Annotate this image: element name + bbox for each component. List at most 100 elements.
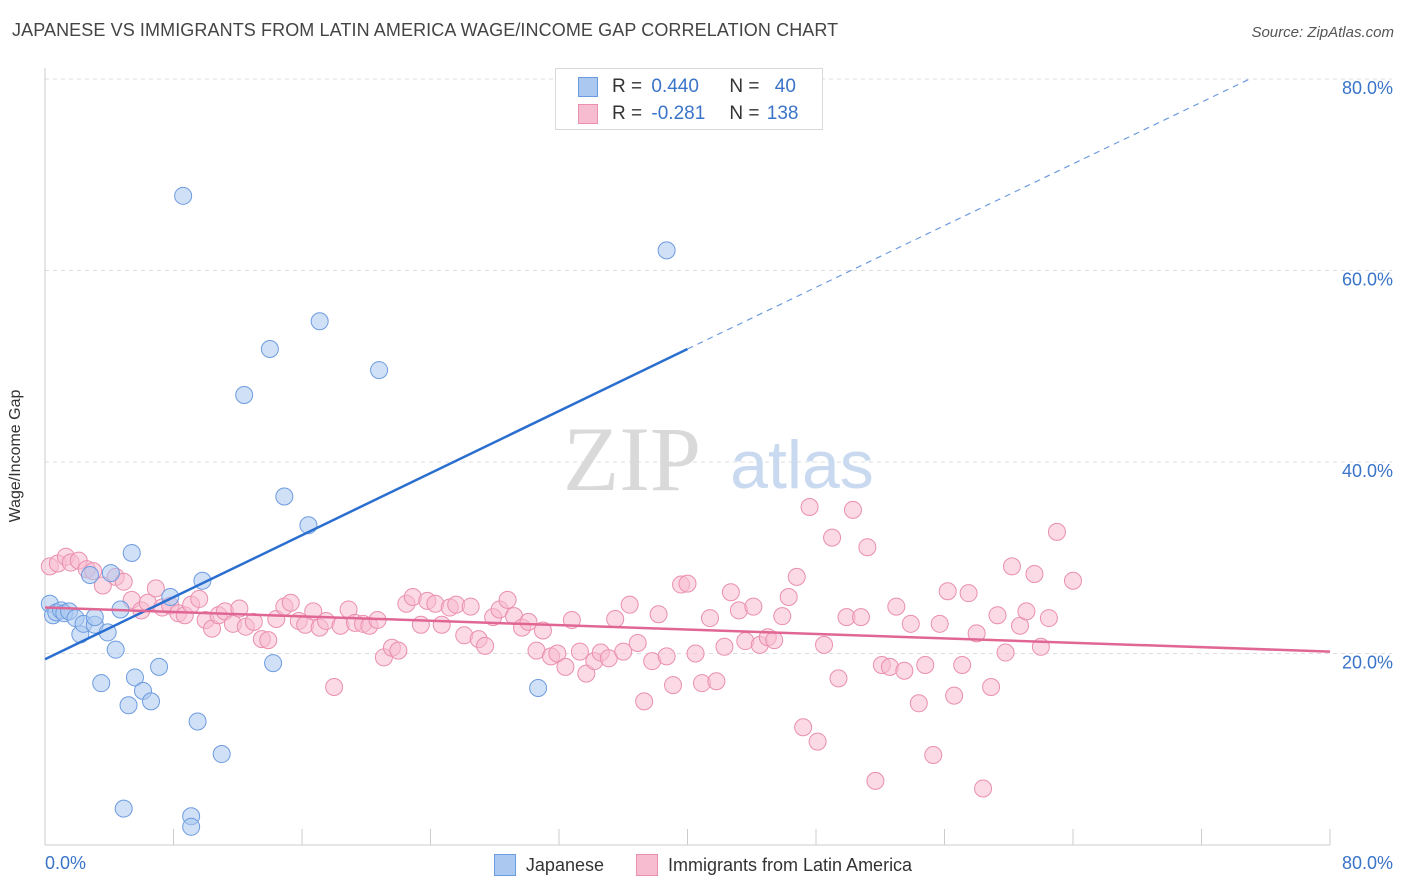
watermark-atlas: atlas [730, 427, 874, 503]
japanese-swatch [578, 77, 598, 97]
latin-america-point [787, 567, 806, 586]
latin-america-point [829, 669, 848, 688]
latin-america-point [190, 589, 209, 608]
latin-america-point [916, 655, 935, 674]
latin-america-point [815, 635, 834, 654]
japanese-point [529, 678, 548, 697]
latin-america-point [556, 657, 575, 676]
latin-america-point [664, 676, 683, 695]
japanese-point [275, 487, 294, 506]
japanese-point [188, 712, 207, 731]
latin-america-point [959, 584, 978, 603]
y-tick-label: 40.0% [1342, 461, 1393, 481]
legend-label-japanese: Japanese [525, 854, 604, 875]
latin-america-point [411, 615, 430, 634]
japanese-point [264, 654, 283, 673]
latin-america-point [1064, 571, 1082, 590]
latin-america-point [887, 597, 906, 616]
tick-labels: 20.0% 40.0% 60.0% 80.0% 0.0% 80.0% [45, 78, 1393, 873]
japanese-points [40, 186, 676, 836]
japanese-point [370, 361, 389, 380]
latin-america-point [866, 771, 885, 790]
japanese-trend-line [44, 347, 689, 661]
y-tick-label: 60.0% [1342, 270, 1393, 290]
latin-america-point [938, 582, 957, 601]
latin-america-point [281, 593, 300, 612]
japanese-point [235, 385, 254, 404]
r-value: 0.440 [651, 76, 699, 97]
latin-america-point [606, 610, 625, 629]
legend-item-japanese[interactable]: Japanese [493, 854, 604, 876]
latin-america-point [930, 614, 949, 633]
japanese-point [122, 543, 141, 562]
japanese-point [92, 674, 111, 693]
y-tick-label: 20.0% [1342, 653, 1393, 673]
latin-america-point [476, 636, 495, 655]
x-tick-label: 80.0% [1342, 853, 1393, 873]
japanese-point [182, 817, 201, 836]
latin-america-point [715, 637, 734, 656]
x-tick-label: 0.0% [45, 853, 86, 873]
japanese-point [85, 608, 104, 627]
latin-america-point [895, 661, 914, 680]
latin-america-point [909, 694, 928, 713]
japanese-swatch [493, 854, 516, 876]
latin-america-point [244, 612, 263, 631]
latin-america-point [1002, 557, 1021, 576]
japanese-point [174, 186, 193, 205]
latin-america-point [765, 631, 784, 650]
legend-item-latin-america[interactable]: Immigrants from Latin America [636, 854, 912, 876]
latin-america-point [432, 615, 451, 634]
japanese-point [101, 564, 120, 583]
latin-america-point [614, 642, 633, 661]
latin-america-point [808, 732, 827, 751]
latin-america-trend-line [44, 606, 1331, 653]
japanese-point [119, 696, 138, 715]
latin-america-point [744, 597, 763, 616]
latin-america-point [988, 606, 1007, 625]
latin-america-points [40, 498, 1082, 798]
latin-america-point [114, 572, 133, 591]
latin-america-point [851, 608, 870, 627]
latin-america-point [230, 599, 249, 618]
latin-america-point [779, 588, 798, 607]
y-axis-label: Wage/Income Gap [7, 389, 24, 523]
latin-america-swatch [636, 854, 658, 876]
latin-america-point [620, 595, 639, 614]
latin-america-point [1039, 609, 1058, 628]
japanese-point [80, 565, 99, 584]
gridlines [45, 78, 1392, 654]
latin-america-point [1047, 522, 1066, 541]
latin-america-swatch [578, 104, 598, 124]
latin-america-point [1017, 602, 1036, 621]
latin-america-point [533, 621, 552, 640]
latin-america-point [721, 583, 740, 602]
latin-america-point [982, 678, 1001, 697]
latin-america-point [389, 641, 408, 660]
latin-america-point [635, 692, 654, 711]
latin-america-point [146, 579, 165, 598]
axes [44, 68, 1331, 846]
latin-america-point [996, 643, 1015, 662]
latin-america-point [519, 612, 538, 631]
r-label: R = [612, 103, 643, 124]
japanese-point [212, 745, 231, 764]
legend-row-japanese: R = 0.440 N = 40 [578, 75, 796, 99]
y-tick-label: 80.0% [1342, 78, 1393, 98]
latin-america-point [974, 779, 993, 798]
japanese-point [260, 340, 279, 359]
n-label: N = [729, 103, 760, 124]
latin-america-point [945, 686, 964, 705]
latin-america-point [570, 642, 589, 661]
latin-america-point [686, 644, 705, 663]
latin-america-point [461, 597, 480, 616]
watermark-zip: ZIP [563, 408, 701, 510]
r-label: R = [612, 76, 643, 97]
r-value: -0.281 [651, 103, 706, 124]
japanese-point [125, 668, 144, 687]
n-label: N = [729, 76, 760, 97]
legend-label-latin-america: Immigrants from Latin America [668, 854, 913, 875]
latin-america-point [657, 647, 676, 666]
legend-row-latin-america: R = -0.281 N = 138 [578, 102, 798, 126]
n-value: 40 [774, 76, 796, 97]
